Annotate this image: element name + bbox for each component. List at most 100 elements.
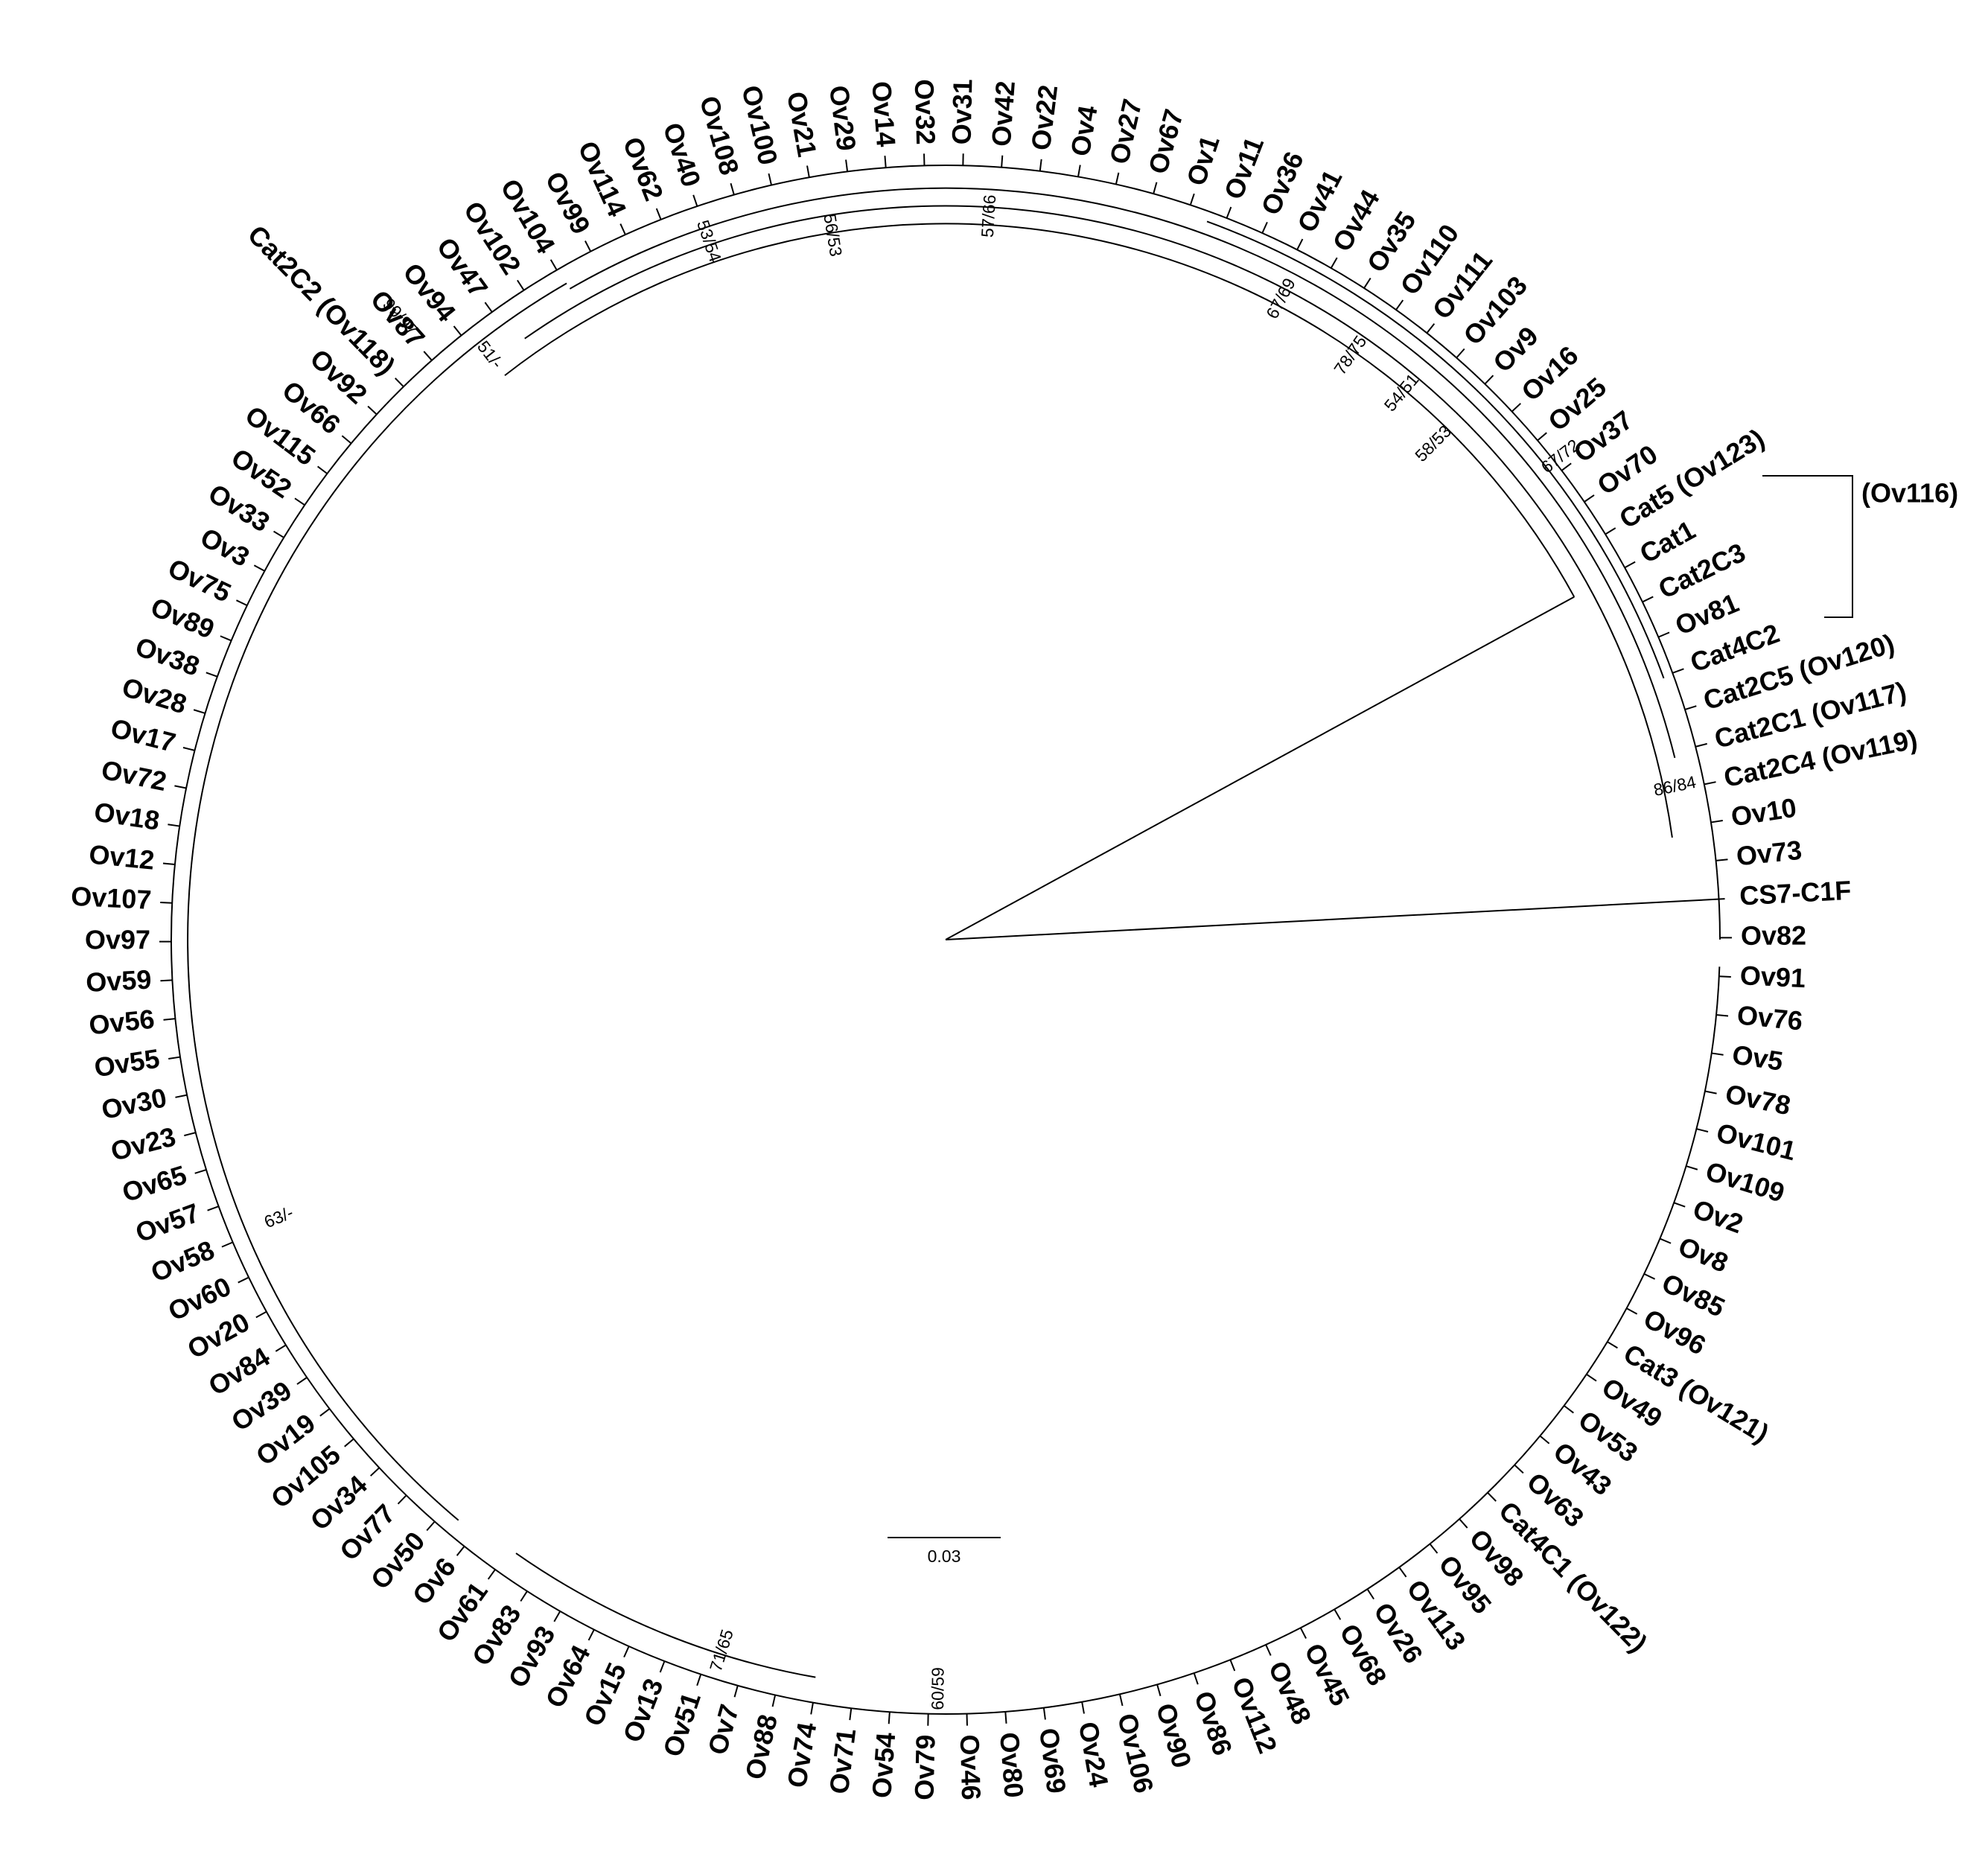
leaf-label: Ov31 xyxy=(946,79,978,145)
leaf-branch xyxy=(344,1438,354,1447)
leaf-branch xyxy=(397,1494,407,1505)
leaf-branch xyxy=(520,1590,528,1602)
leaf-branch xyxy=(517,279,525,291)
leaf-branch xyxy=(888,1712,891,1724)
leaf-branch xyxy=(1118,1694,1124,1707)
leaf-branch xyxy=(1115,172,1120,185)
leaf-branch xyxy=(1511,403,1521,412)
leaf-branch xyxy=(182,747,195,751)
leaf-branch xyxy=(1042,1707,1046,1720)
leaf-branch xyxy=(1704,781,1716,786)
leaf-label: Ov72 xyxy=(99,754,169,797)
leaf-label: Ov14 xyxy=(866,80,902,148)
leaf-label: Ov56 xyxy=(88,1004,156,1041)
leaf-branch xyxy=(221,1241,234,1248)
leaf-branch xyxy=(845,159,849,172)
leaf-branch xyxy=(1686,1165,1698,1170)
leaf-label: Ov7 xyxy=(701,1701,745,1758)
bootstrap-label: 63/- xyxy=(261,1202,296,1232)
leaf-branch xyxy=(692,194,698,207)
leaf-branch xyxy=(733,1685,739,1698)
group-bracket xyxy=(1762,475,1853,618)
leaf-label: Ov5 xyxy=(1730,1039,1785,1077)
leaf-label: Ov10 xyxy=(1729,792,1798,832)
leaf-branch xyxy=(453,325,462,337)
leaf-branch xyxy=(945,898,1725,940)
leaf-branch xyxy=(1459,1518,1468,1529)
clade-arc xyxy=(504,223,1576,598)
leaf-label: Ov54 xyxy=(866,1732,901,1800)
leaf-branch xyxy=(456,1546,465,1556)
leaf-label: Ov67 xyxy=(1142,106,1189,177)
clade-arc xyxy=(569,187,1676,759)
leaf-branch xyxy=(584,240,592,252)
leaf-label: Ov106 xyxy=(1112,1710,1159,1796)
leaf-branch xyxy=(319,1408,331,1417)
leaf-branch xyxy=(1426,323,1436,334)
leaf-branch xyxy=(275,1344,287,1352)
leaf-branch xyxy=(696,1674,702,1686)
leaf-branch xyxy=(655,208,662,220)
leaf-branch xyxy=(1004,1711,1007,1724)
leaf-branch xyxy=(553,1611,561,1622)
scale-bar-label: 0.03 xyxy=(928,1546,961,1566)
leaf-label: Ov51 xyxy=(657,1689,707,1761)
leaf-label: Ov107 xyxy=(70,881,152,915)
leaf-branch xyxy=(1229,1659,1236,1672)
leaf-branch xyxy=(207,1205,219,1211)
leaf-branch xyxy=(1299,1627,1307,1639)
leaf-branch xyxy=(1398,1567,1407,1578)
leaf-branch xyxy=(426,1520,436,1532)
bootstrap-label: 86/84 xyxy=(1651,772,1698,800)
leaf-branch xyxy=(1514,1464,1524,1474)
leaf-branch xyxy=(253,564,265,572)
leaf-branch xyxy=(1684,705,1697,710)
leaf-label: Ov59 xyxy=(85,963,152,998)
leaf-label: Ov21 xyxy=(781,89,823,159)
leaf-branch xyxy=(1077,165,1081,177)
leaf-branch xyxy=(1704,1090,1717,1095)
leaf-label: Ov55 xyxy=(92,1043,162,1083)
leaf-branch xyxy=(1363,277,1371,289)
leaf-label: Ov76 xyxy=(1736,999,1804,1036)
leaf-branch xyxy=(206,672,218,678)
leaf-branch xyxy=(1395,299,1404,310)
leaf-branch xyxy=(168,824,180,827)
leaf-label: Ov1 xyxy=(1180,132,1225,190)
leaf-branch xyxy=(730,182,735,195)
leaf-branch xyxy=(1156,1684,1162,1697)
leaf-branch xyxy=(1715,858,1728,861)
leaf-branch xyxy=(1695,742,1707,748)
leaf-branch xyxy=(1039,159,1042,171)
leaf-label: Ov90 xyxy=(1150,1700,1198,1771)
leaf-branch xyxy=(1484,375,1494,385)
leaf-branch xyxy=(1330,257,1338,269)
group-label: (Ov116) xyxy=(1861,478,1958,509)
leaf-label: Ov17 xyxy=(108,713,179,758)
clade-arc xyxy=(187,282,567,1521)
leaf-branch xyxy=(1624,561,1636,569)
leaf-branch xyxy=(1673,1202,1686,1208)
leaf-branch xyxy=(220,635,232,642)
leaf-branch xyxy=(659,1660,666,1673)
leaf-branch xyxy=(1586,1373,1597,1382)
leaf-branch xyxy=(587,1629,595,1641)
leaf-label: Ov86 xyxy=(1188,1687,1238,1759)
leaf-label: Ov78 xyxy=(1723,1078,1793,1121)
leaf-label: Ov29 xyxy=(823,83,862,153)
leaf-branch xyxy=(549,259,558,271)
leaf-branch xyxy=(1334,1608,1342,1620)
bootstrap-label: 58/53 xyxy=(1411,421,1455,465)
leaf-branch xyxy=(849,1708,853,1721)
leaf-branch xyxy=(370,1467,380,1476)
leaf-branch xyxy=(1537,432,1547,442)
leaf-label: Ov4 xyxy=(1065,103,1103,159)
leaf-branch xyxy=(1696,1128,1709,1133)
clade-arc xyxy=(524,205,1673,838)
leaf-label: Ov23 xyxy=(108,1121,179,1167)
leaf-branch xyxy=(236,599,248,607)
leaf-branch xyxy=(255,1310,267,1319)
leaf-branch xyxy=(1456,348,1465,359)
leaf-branch xyxy=(1718,975,1731,978)
leaf-branch xyxy=(238,1276,249,1284)
